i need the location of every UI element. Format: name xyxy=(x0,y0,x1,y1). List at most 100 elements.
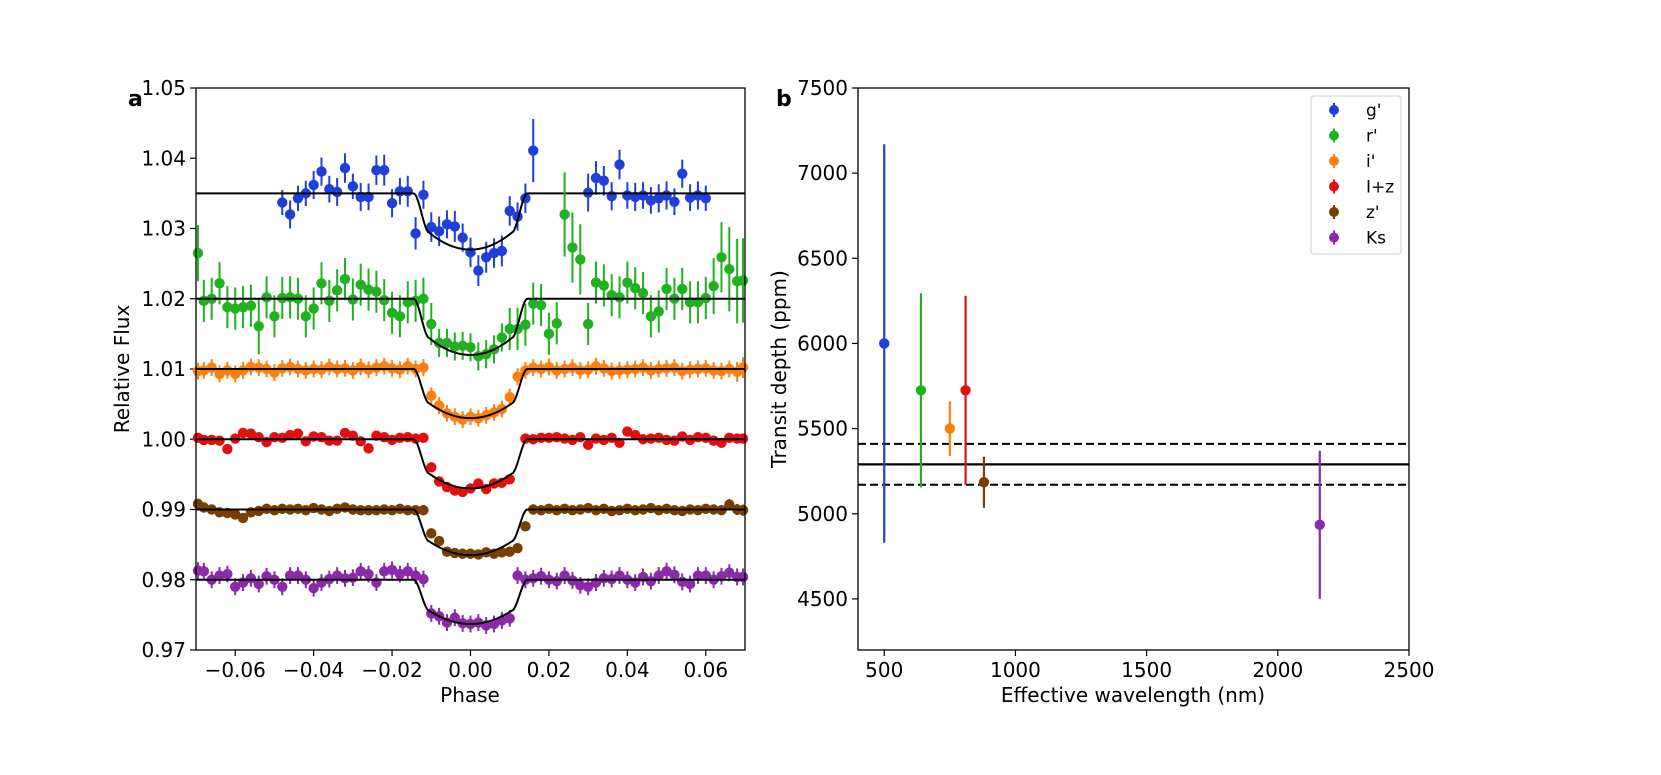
data-point xyxy=(645,195,657,206)
panel-b-label: b xyxy=(776,87,792,112)
data-point xyxy=(622,277,633,288)
data-point xyxy=(457,232,468,243)
data-point xyxy=(551,575,562,587)
data-point xyxy=(339,162,351,174)
data-point xyxy=(535,299,547,311)
panel-b-ticks: 500 1000 1500 2000 2500 4500 5000 5500 6000 6500 7… xyxy=(797,76,1434,682)
data-point xyxy=(473,478,484,489)
data-point xyxy=(520,574,531,585)
legend-marker xyxy=(1329,156,1339,166)
series-1 xyxy=(192,172,749,371)
data-point xyxy=(324,505,335,517)
data-point xyxy=(645,365,657,376)
data-point xyxy=(331,186,343,198)
data-point xyxy=(198,566,210,577)
panel-a-frame xyxy=(195,87,746,651)
data-point xyxy=(559,209,570,220)
data-point xyxy=(737,362,749,373)
series-0 xyxy=(196,118,745,287)
data-point xyxy=(363,568,374,580)
data-point xyxy=(347,365,359,376)
legend-marker xyxy=(1329,105,1339,115)
data-point xyxy=(567,242,578,253)
data-point xyxy=(708,365,719,376)
data-point xyxy=(700,570,711,581)
data-point xyxy=(292,193,304,204)
model-curve xyxy=(196,578,745,626)
data-point xyxy=(331,285,343,296)
data-point xyxy=(724,432,735,444)
series-5 xyxy=(192,561,749,634)
data-point xyxy=(606,432,617,444)
data-point xyxy=(230,303,241,314)
data-point xyxy=(379,164,390,176)
data-point xyxy=(284,209,296,220)
data-point xyxy=(575,254,586,265)
data-point xyxy=(559,570,570,581)
data-point xyxy=(371,164,382,176)
data-point xyxy=(504,613,515,624)
data-point xyxy=(237,427,249,439)
data-point xyxy=(277,432,288,444)
data-point xyxy=(214,368,225,380)
data-point xyxy=(237,301,249,313)
data-point xyxy=(504,323,515,335)
data-point xyxy=(480,252,492,263)
data-point xyxy=(214,278,225,289)
data-point xyxy=(198,365,210,376)
data-point xyxy=(457,340,468,352)
series-2 xyxy=(192,357,749,429)
data-point xyxy=(645,575,657,587)
data-point xyxy=(222,365,233,376)
data-point xyxy=(724,499,735,510)
data-point xyxy=(716,252,727,263)
data-point xyxy=(308,582,319,594)
data-point xyxy=(192,247,204,259)
data-point xyxy=(277,197,288,208)
data-point xyxy=(426,318,437,330)
y-tick-label: 1.02 xyxy=(141,287,186,311)
legend-marker xyxy=(1329,130,1339,141)
data-point xyxy=(379,566,390,577)
depth-point xyxy=(960,385,971,396)
legend-marker xyxy=(1329,232,1339,243)
data-point xyxy=(394,311,406,322)
data-point xyxy=(512,570,523,581)
model-curve xyxy=(196,368,745,420)
data-point xyxy=(253,578,264,590)
data-point xyxy=(339,573,351,584)
data-point xyxy=(284,570,296,581)
data-point xyxy=(237,365,249,376)
data-point xyxy=(355,566,366,577)
depth-point xyxy=(1314,519,1325,531)
depth-point xyxy=(944,423,956,434)
data-point xyxy=(308,303,319,314)
data-point xyxy=(418,293,429,304)
data-point xyxy=(653,570,664,581)
data-point xyxy=(661,283,672,295)
y-tick-label: 7000 xyxy=(797,161,848,185)
data-point xyxy=(433,535,445,547)
data-point xyxy=(402,566,413,577)
x-tick-label: 0.06 xyxy=(684,658,729,682)
data-point xyxy=(520,521,531,532)
panel-b-frame xyxy=(857,87,1410,651)
y-tick-label: 6000 xyxy=(797,331,848,355)
data-point xyxy=(371,362,382,373)
data-point xyxy=(504,546,515,557)
data-point xyxy=(692,570,704,581)
data-point xyxy=(653,193,664,204)
data-point xyxy=(394,432,406,444)
data-point xyxy=(708,280,719,292)
data-point xyxy=(724,567,735,578)
data-point xyxy=(426,462,437,473)
data-point xyxy=(737,275,749,286)
x-tick-label: 0.02 xyxy=(527,658,572,682)
x-tick-label: 2500 xyxy=(1384,658,1435,682)
panel-a-light-curves: a −0.06 −0.04 −0.02 0.00 0.02 0.04 0.06 0.97 0.9… xyxy=(110,76,749,707)
panel-a-label: a xyxy=(128,87,143,112)
data-point xyxy=(347,181,359,192)
legend-label: Ks xyxy=(1366,229,1386,249)
data-point xyxy=(441,219,453,230)
